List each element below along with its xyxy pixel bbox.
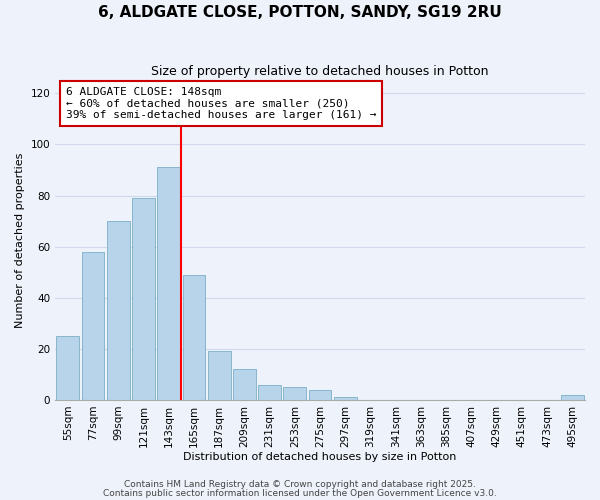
Bar — [182, 275, 205, 400]
Title: Size of property relative to detached houses in Potton: Size of property relative to detached ho… — [151, 65, 489, 78]
Text: 6 ALDGATE CLOSE: 148sqm
← 60% of detached houses are smaller (250)
39% of semi-d: 6 ALDGATE CLOSE: 148sqm ← 60% of detache… — [66, 87, 376, 120]
Y-axis label: Number of detached properties: Number of detached properties — [15, 152, 25, 328]
Bar — [561, 395, 584, 400]
Bar — [82, 252, 104, 400]
X-axis label: Distribution of detached houses by size in Potton: Distribution of detached houses by size … — [184, 452, 457, 462]
Bar — [208, 352, 230, 400]
Bar — [157, 168, 180, 400]
Bar — [233, 370, 256, 400]
Bar — [56, 336, 79, 400]
Bar — [309, 390, 331, 400]
Bar — [107, 221, 130, 400]
Text: Contains HM Land Registry data © Crown copyright and database right 2025.: Contains HM Land Registry data © Crown c… — [124, 480, 476, 489]
Text: 6, ALDGATE CLOSE, POTTON, SANDY, SG19 2RU: 6, ALDGATE CLOSE, POTTON, SANDY, SG19 2R… — [98, 5, 502, 20]
Bar — [334, 398, 356, 400]
Text: Contains public sector information licensed under the Open Government Licence v3: Contains public sector information licen… — [103, 488, 497, 498]
Bar — [258, 384, 281, 400]
Bar — [132, 198, 155, 400]
Bar — [283, 387, 306, 400]
